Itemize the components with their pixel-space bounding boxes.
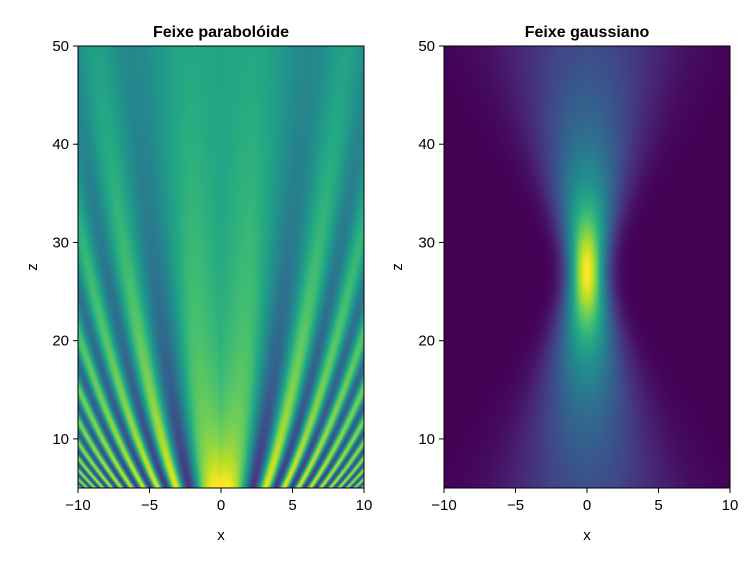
heatmap-image bbox=[444, 46, 730, 488]
y-tick-label: 50 bbox=[52, 38, 69, 55]
y-tick-label: 10 bbox=[418, 431, 435, 448]
x-tick-label: 0 bbox=[217, 497, 225, 514]
x-ticks: −10 −5 0 5 10 bbox=[431, 488, 738, 514]
x-tick-label: 5 bbox=[654, 497, 662, 514]
x-tick-label: −10 bbox=[431, 497, 456, 514]
y-axis-label: z bbox=[389, 263, 406, 271]
y-axis-label: z bbox=[24, 263, 41, 271]
x-tick-label: 0 bbox=[583, 497, 591, 514]
x-axis-label: x bbox=[217, 527, 225, 544]
x-tick-label: −5 bbox=[507, 497, 524, 514]
y-tick-label: 20 bbox=[418, 333, 435, 350]
x-tick-label: 10 bbox=[356, 497, 373, 514]
y-tick-label: 50 bbox=[418, 38, 435, 55]
panel-gaussian: Feixe gaussiano −10 −5 0 5 10 10 20 30 40 50 x z bbox=[389, 24, 738, 544]
x-tick-label: 10 bbox=[722, 497, 739, 514]
y-tick-label: 30 bbox=[418, 234, 435, 251]
chart-title: Feixe parabolóide bbox=[153, 24, 289, 41]
chart-title: Feixe gaussiano bbox=[525, 24, 650, 41]
y-ticks: 10 20 30 40 50 bbox=[52, 38, 78, 448]
x-axis-label: x bbox=[583, 527, 591, 544]
y-ticks: 10 20 30 40 50 bbox=[418, 38, 444, 448]
y-tick-label: 20 bbox=[52, 333, 69, 350]
x-tick-label: −10 bbox=[65, 497, 90, 514]
y-tick-label: 40 bbox=[52, 136, 69, 153]
y-tick-label: 30 bbox=[52, 234, 69, 251]
heatmap-image bbox=[78, 46, 364, 488]
panel-parabolic: Feixe parabolóide −10 −5 0 5 10 10 20 30 40 50 x… bbox=[24, 24, 372, 544]
y-tick-label: 10 bbox=[52, 431, 69, 448]
x-tick-label: 5 bbox=[288, 497, 296, 514]
x-tick-label: −5 bbox=[141, 497, 158, 514]
x-ticks: −10 −5 0 5 10 bbox=[65, 488, 372, 514]
y-tick-label: 40 bbox=[418, 136, 435, 153]
